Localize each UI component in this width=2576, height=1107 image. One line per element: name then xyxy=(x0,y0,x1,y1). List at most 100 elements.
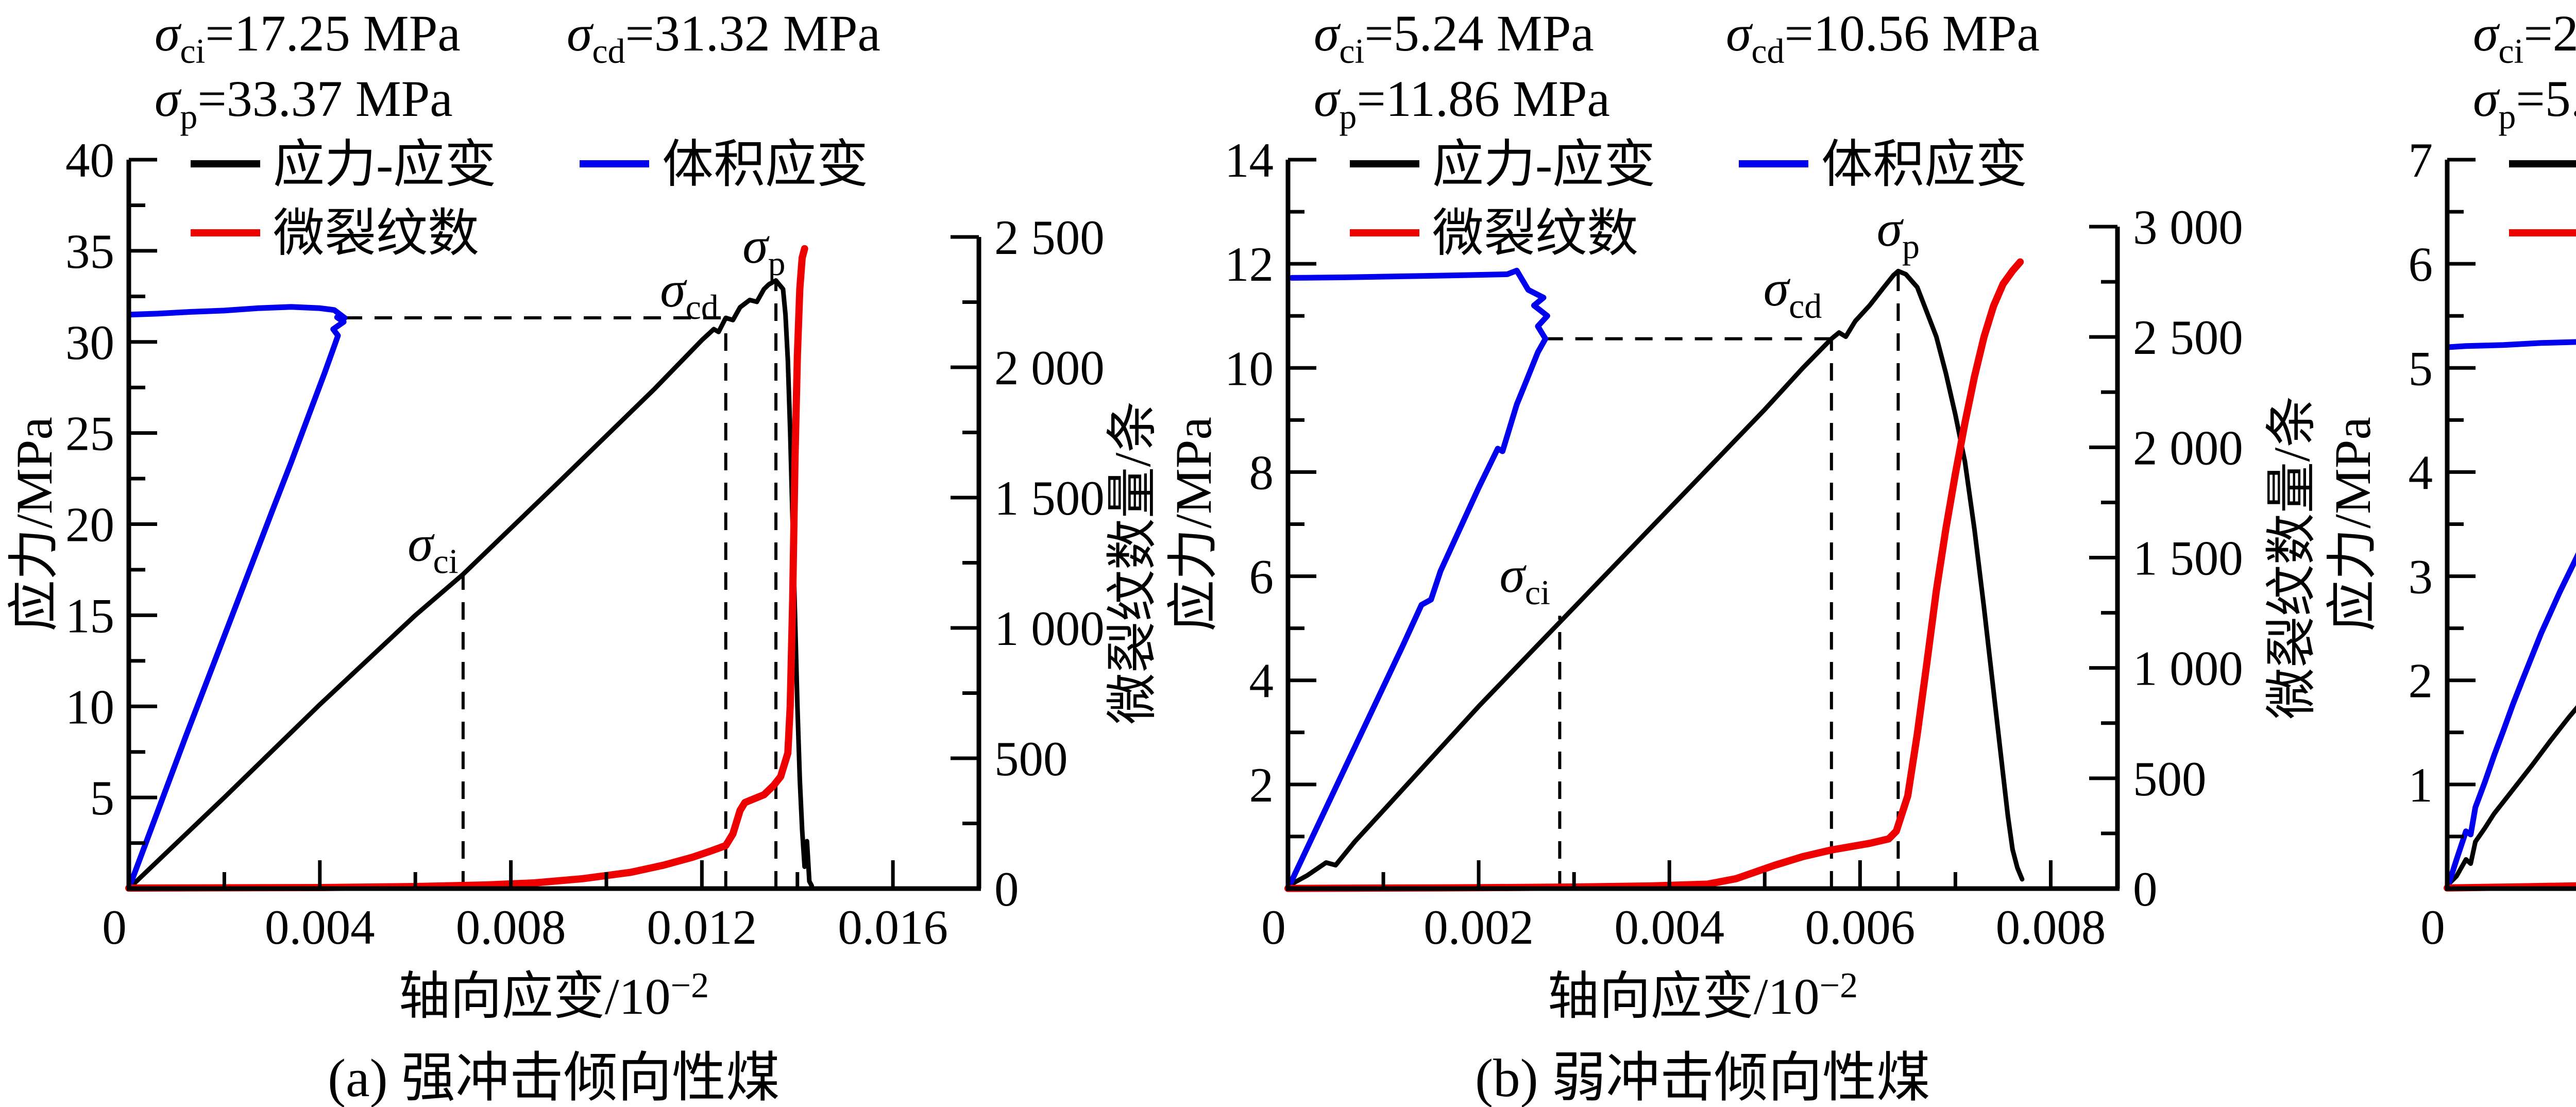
x-tick-label: 0.002 xyxy=(1423,900,1534,955)
microcrack-count-curve xyxy=(2444,882,2576,892)
volumetric-strain-curve xyxy=(126,304,348,892)
right-axis-title: 微裂纹数量/条 xyxy=(2263,396,2318,720)
annotation-sigma-cd: σcd=31.32 MPa xyxy=(567,5,880,71)
x-axis-title-main: 轴向应变/10 xyxy=(399,968,671,1025)
stress-strain-curve xyxy=(126,278,815,891)
left-tick-label: 40 xyxy=(65,133,114,188)
right-tick-label: 3 000 xyxy=(2133,200,2243,254)
left-tick-label: 20 xyxy=(65,498,114,552)
sigma-subscript: cd xyxy=(686,287,719,327)
sigma-symbol: σ xyxy=(155,70,182,127)
x-tick-label: 0.016 xyxy=(838,900,948,955)
sigma-subscript: ci xyxy=(433,541,459,581)
microcrack-count-curve xyxy=(1284,258,2024,892)
right-tick-label: 2 000 xyxy=(994,340,1105,395)
guide-lines xyxy=(344,280,778,889)
annotation-sigma-p: σp=33.37 MPa xyxy=(155,70,453,136)
annotation-sigma-ci: σci=5.24 MPa xyxy=(1314,5,1594,71)
legend-label-volumetric: 体积应变 xyxy=(1821,136,2027,193)
left-tick-label: 2 xyxy=(2409,654,2433,708)
sigma-symbol: σ xyxy=(2473,70,2500,127)
axes xyxy=(126,160,981,891)
left-tick-label: 3 xyxy=(2409,550,2433,604)
annotation-sigma-p: σp=11.86 MPa xyxy=(1314,70,1610,136)
x-tick-label: 0.006 xyxy=(1805,900,1915,955)
left-tick-label: 5 xyxy=(90,771,115,825)
left-tick-label: 4 xyxy=(1249,654,1274,708)
sigma-subscript: cd xyxy=(1751,31,1784,71)
sigma-p-point-label: σp xyxy=(742,217,785,283)
legend-label-stress: 应力-应变 xyxy=(273,136,496,193)
sigma-ci-point-label: σci xyxy=(1500,546,1550,612)
sigma-subscript: p xyxy=(2498,97,2516,136)
annotation-value: =17.25 MPa xyxy=(205,5,460,62)
left-tick-label: 6 xyxy=(2409,237,2433,292)
x-tick-label: 0.004 xyxy=(265,900,375,955)
sigma-ci-point-label: σci xyxy=(408,515,458,581)
axes xyxy=(2445,160,2576,891)
annotation-value: =31.32 MPa xyxy=(625,5,880,62)
right-tick-label: 1 500 xyxy=(2133,531,2243,586)
sigma-subscript: cd xyxy=(1789,286,1822,326)
sigma-subscript: ci xyxy=(1339,31,1364,71)
tick-marks xyxy=(2445,158,2476,889)
x-axis-title: 轴向应变/10−2 xyxy=(399,966,709,1025)
left-tick-label: 5 xyxy=(2409,341,2433,396)
left-tick-label: 8 xyxy=(1249,445,1274,500)
annotation-sigma-ci: σci=17.25 MPa xyxy=(155,5,461,71)
left-tick-label: 2 xyxy=(1249,758,1274,812)
left-axis-title: 应力/MPa xyxy=(6,417,63,632)
sigma-symbol: σ xyxy=(742,217,770,274)
x-tick-label: 0.012 xyxy=(647,900,757,955)
panel-caption: (a) 强冲击倾向性煤 xyxy=(328,1048,780,1107)
x-tick-label: 0 xyxy=(1261,900,1286,955)
sigma-symbol: σ xyxy=(1500,546,1527,603)
sigma-subscript: p xyxy=(1902,227,1920,266)
panel-caption: (b) 弱冲击倾向性煤 xyxy=(1475,1048,1930,1107)
annotation-value: =5.24 MPa xyxy=(1364,5,1594,62)
annotation-sigma-cd: σcd=10.56 MPa xyxy=(1726,5,2040,71)
annotation-value: =33.37 MPa xyxy=(197,70,452,127)
sigma-symbol: σ xyxy=(567,5,594,62)
right-tick-label: 2 000 xyxy=(2133,420,2243,475)
legend-label-stress: 应力-应变 xyxy=(1432,136,1655,193)
sigma-subscript: ci xyxy=(2498,31,2523,71)
sigma-subscript: ci xyxy=(180,31,205,71)
x-axis-title-superscript: −2 xyxy=(671,966,709,1006)
left-tick-label: 15 xyxy=(65,588,114,643)
x-tick-label: 0.004 xyxy=(1614,900,1724,955)
legend-label-microcrack: 微裂纹数 xyxy=(1432,205,1638,262)
left-tick-label: 25 xyxy=(65,406,114,461)
right-tick-label: 1 500 xyxy=(994,471,1105,525)
sigma-symbol: σ xyxy=(660,261,687,318)
right-tick-label: 0 xyxy=(2133,862,2158,916)
sigma-symbol: σ xyxy=(1314,70,1341,127)
x-tick-label: 0.008 xyxy=(1996,900,2106,955)
annotation-value: =10.56 MPa xyxy=(1785,5,2040,62)
x-axis-title-superscript: −2 xyxy=(1820,966,1858,1006)
left-tick-label: 30 xyxy=(65,315,114,370)
right-tick-label: 2 500 xyxy=(2133,310,2243,365)
x-tick-label: 0 xyxy=(2420,900,2445,955)
sigma-symbol: σ xyxy=(155,5,182,62)
sigma-symbol: σ xyxy=(1726,5,1753,62)
x-axis-title: 轴向应变/10−2 xyxy=(1548,966,1858,1025)
x-axis-title-main: 轴向应变/10 xyxy=(1548,968,1820,1025)
annotation-value: =11.86 MPa xyxy=(1357,70,1610,127)
annotation-value: =2.41 MPa xyxy=(2523,5,2576,62)
sigma-cd-point-label: σcd xyxy=(660,261,719,327)
guide-lines xyxy=(1545,271,1900,889)
stress-strain-curve xyxy=(2445,705,2576,888)
volumetric-strain-curve xyxy=(2444,339,2576,892)
sigma-subscript: p xyxy=(1339,97,1357,136)
left-tick-label: 7 xyxy=(2409,133,2433,188)
sigma-subscript: cd xyxy=(592,31,625,71)
sigma-subscript: ci xyxy=(1525,573,1550,612)
legend-label-microcrack: 微裂纹数 xyxy=(273,205,479,262)
left-tick-label: 10 xyxy=(1225,341,1274,396)
sigma-symbol: σ xyxy=(1314,5,1341,62)
